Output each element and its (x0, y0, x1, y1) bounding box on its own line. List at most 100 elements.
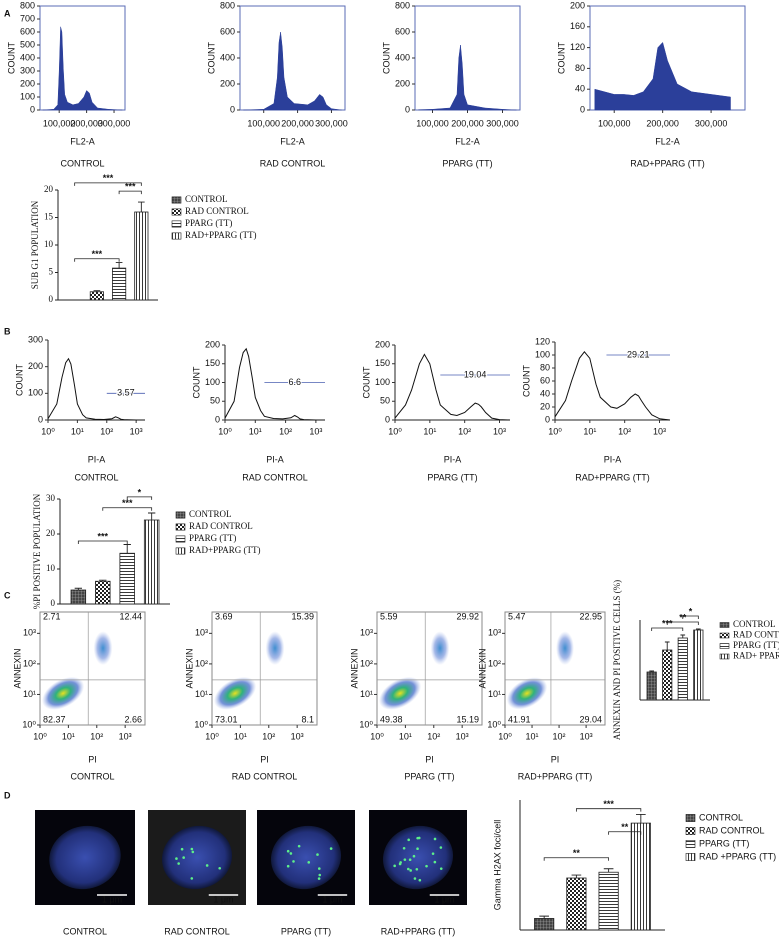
foci (317, 867, 321, 870)
foci (177, 862, 180, 865)
y-tick-label: 100 (28, 388, 43, 398)
legend-swatch (719, 632, 730, 639)
error-bar (680, 634, 686, 638)
foci (425, 864, 428, 868)
y-tick-label: 120 (535, 336, 550, 346)
foci (316, 853, 319, 856)
scale-bar-label: 1 μm (213, 894, 233, 904)
legend-label: PPARG (TT) (733, 640, 779, 650)
foci (403, 858, 407, 861)
significance-bracket (651, 627, 684, 631)
error-bar (571, 874, 582, 878)
x-tick-label: 10² (262, 731, 275, 741)
error-bar (539, 915, 549, 919)
event-cloud (430, 631, 450, 666)
bar (70, 589, 87, 605)
y-tick-label: 300 (20, 65, 35, 75)
chart-title: RAD+PPARG (TT) (518, 771, 593, 781)
scale-bar-label: 1 μm (102, 894, 122, 904)
foci (399, 861, 402, 864)
x-tick-label: 10³ (493, 426, 506, 436)
y-tick-label: 10⁰ (22, 719, 36, 729)
x-tick-label: 200,000 (646, 118, 679, 128)
y-tick-label: 0 (580, 104, 585, 114)
y-tick-label: 300 (28, 334, 43, 344)
legend-swatch (719, 653, 730, 660)
scale-bar-label: 1 μm (322, 894, 342, 904)
histogram-line (47, 357, 145, 421)
significance-label: *** (98, 531, 109, 541)
y-tick-label: 800 (20, 0, 35, 10)
y-tick-label: 0 (38, 414, 43, 424)
foci (205, 864, 209, 867)
event-cloud (556, 631, 574, 666)
legend-swatch (171, 220, 182, 228)
bar (89, 291, 104, 301)
y-tick-label: 100 (375, 377, 390, 387)
gate-label: 6.6 (288, 377, 301, 387)
nucleus (382, 825, 454, 890)
y-tick-label: 0 (405, 104, 410, 114)
x-tick-label: 300,000 (98, 118, 131, 128)
chart-title: RAD CONTROL (260, 158, 326, 168)
foci (415, 867, 419, 871)
y-tick-label: 10 (44, 239, 54, 249)
scale-bar-label: 1 μm (434, 894, 454, 904)
foci (402, 846, 406, 850)
y-tick-label: 800 (220, 0, 235, 10)
foci (175, 857, 178, 860)
y-tick-label: 5 (49, 267, 54, 277)
event-cloud (93, 631, 113, 666)
significance-label: * (138, 487, 142, 497)
y-tick-label: 30 (46, 493, 56, 503)
y-tick-label: 0 (385, 414, 390, 424)
y-tick-label: 200 (205, 339, 220, 349)
quadrant-label: 5.59 (380, 611, 398, 621)
foci (182, 856, 185, 859)
quadrant-label: 15.19 (456, 714, 479, 724)
significance-bracket (74, 182, 142, 186)
quadrant-label: 41.91 (508, 714, 531, 724)
panel-label: B (4, 326, 11, 336)
x-tick-label: 10² (90, 731, 103, 741)
x-tick-label: 10² (618, 426, 631, 436)
y-axis-label: ANNEXIN (477, 648, 487, 688)
foci (329, 847, 333, 850)
y-axis-label: COUNT (6, 42, 16, 74)
x-tick-label: 10² (458, 426, 471, 436)
y-tick-label: 200 (570, 0, 585, 10)
x-tick-label: 10² (279, 426, 292, 436)
legend-label: RAD +PPARG (TT) (699, 851, 776, 861)
y-axis-label: COUNT (521, 365, 531, 397)
legend-swatch (719, 622, 730, 628)
x-tick-label: 10³ (653, 426, 666, 436)
chart-title: PPARG (TT) (404, 771, 454, 781)
foci (418, 878, 422, 882)
y-tick-label: 20 (46, 528, 56, 538)
quadrant-label: 2.66 (124, 714, 142, 724)
foci (416, 836, 419, 840)
legend-swatch (685, 853, 696, 861)
x-tick-label: 10¹ (234, 731, 247, 741)
y-tick-label: 700 (20, 13, 35, 23)
y-tick-label: 400 (220, 52, 235, 62)
x-tick-label: 100,000 (416, 118, 449, 128)
x-tick-label: 300,000 (695, 118, 728, 128)
histogram-area (594, 41, 731, 111)
histogram-area (42, 26, 123, 111)
histogram-line (394, 353, 511, 421)
y-tick-label: 10⁰ (194, 719, 208, 729)
foci (433, 837, 437, 841)
y-tick-label: 10² (195, 658, 208, 668)
bar (677, 637, 688, 701)
y-axis-label: ANNEXIN (184, 648, 194, 688)
legend-label: RAD+ PPARG (TT) (733, 651, 779, 661)
x-tick-label: 10³ (130, 426, 143, 436)
foci (190, 847, 194, 851)
legend-label: PPARG (TT) (699, 838, 749, 848)
legend-label: RAD+PPARG (TT) (185, 230, 257, 240)
x-tick-label: 10¹ (399, 731, 412, 741)
y-tick-label: 10¹ (195, 689, 208, 699)
y-tick-label: 150 (205, 358, 220, 368)
foci (439, 867, 443, 870)
